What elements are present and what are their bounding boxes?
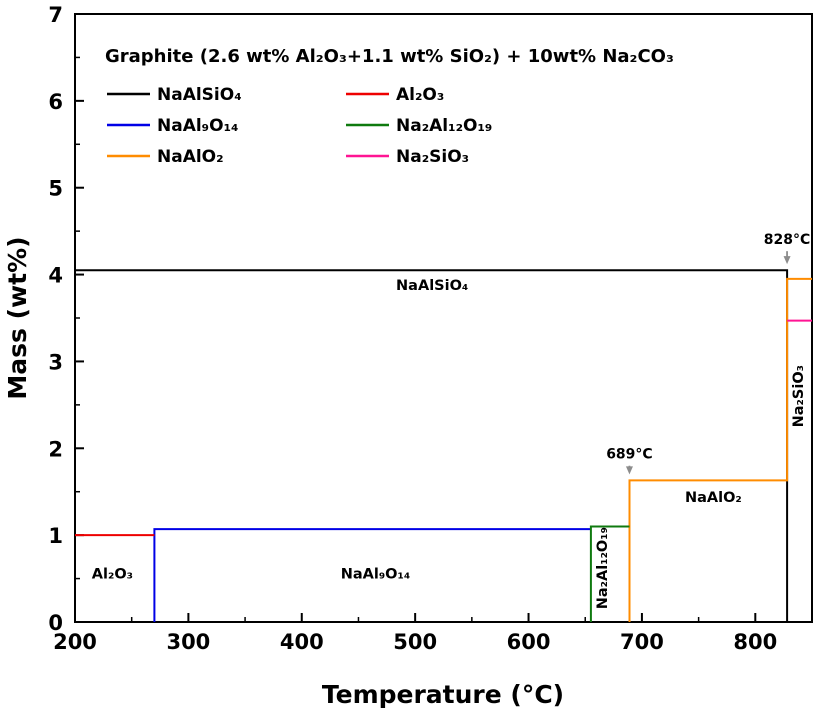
chart-title: Graphite (2.6 wt% Al₂O₃+1.1 wt% SiO₂) + … xyxy=(105,46,674,67)
series-line-2 xyxy=(628,277,812,622)
y-tick-label: 4 xyxy=(48,264,63,288)
x-tick-label: 300 xyxy=(166,630,210,654)
legend-label: NaAlSiO₄ xyxy=(157,85,242,105)
legend-label: NaAlO₂ xyxy=(157,147,224,167)
y-tick-label: 3 xyxy=(48,350,63,374)
x-tick-label: 800 xyxy=(733,630,777,654)
annotation-label: 689°C xyxy=(606,447,653,463)
region-label: NaAl₉O₁₄ xyxy=(341,567,411,583)
series-line-0 xyxy=(75,269,789,622)
annotation-arrowhead xyxy=(625,466,633,475)
region-label: Na₂SiO₃ xyxy=(791,365,807,427)
legend-label: Al₂O₃ xyxy=(396,85,444,105)
plot-layer: 200 300 400 500 600 700 80001234567NaAlSiO₄NaA… xyxy=(48,3,813,654)
series-line-1 xyxy=(153,528,591,622)
x-axis-title: Temperature (°C) xyxy=(322,680,564,709)
y-axis: 0 1 2 3 4 5 6 7 xyxy=(48,3,84,635)
region-label: Al₂O₃ xyxy=(92,567,133,583)
annotations: 828°C 689°C xyxy=(606,232,811,475)
annotation-label: 828°C xyxy=(764,232,811,248)
x-tick-label: 200 xyxy=(53,630,97,654)
x-axis: 200 300 400 500 600 700 800 xyxy=(53,613,777,654)
legend: NaAlSiO₄ NaAl₉O₁₄ NaAlO₂ Al₂O₃ Na₂Al₁₂O₁₉ Na₂… xyxy=(107,85,492,167)
legend-label: Na₂Al₁₂O₁₉ xyxy=(396,116,492,136)
region-label: NaAlO₂ xyxy=(685,490,742,506)
series xyxy=(75,269,812,622)
y-axis-title: Mass (wt%) xyxy=(3,236,32,399)
region-label: Na₂Al₁₂O₁₉ xyxy=(595,527,611,609)
x-tick-label: 500 xyxy=(393,630,437,654)
region-label: NaAlSiO₄ xyxy=(396,278,468,294)
annotation-arrowhead xyxy=(783,256,791,265)
y-tick-label: 5 xyxy=(48,177,63,201)
x-tick-label: 600 xyxy=(507,630,551,654)
y-tick-label: 6 xyxy=(48,90,63,114)
y-tick-label: 0 xyxy=(48,611,63,635)
y-tick-label: 2 xyxy=(48,437,63,461)
region-labels: NaAlSiO₄ Al₂O₃ NaAl₉O₁₄ Na₂Al₁₂O₁₉ NaAlO₂ Na₂… xyxy=(92,278,807,609)
y-tick-label: 7 xyxy=(48,3,63,27)
x-tick-label: 700 xyxy=(620,630,664,654)
y-tick-label: 1 xyxy=(48,524,63,548)
plot-border xyxy=(74,13,813,623)
legend-label: Na₂SiO₃ xyxy=(396,147,469,167)
legend-label: NaAl₉O₁₄ xyxy=(157,116,238,136)
series-line-4 xyxy=(589,525,630,622)
x-tick-label: 400 xyxy=(280,630,324,654)
